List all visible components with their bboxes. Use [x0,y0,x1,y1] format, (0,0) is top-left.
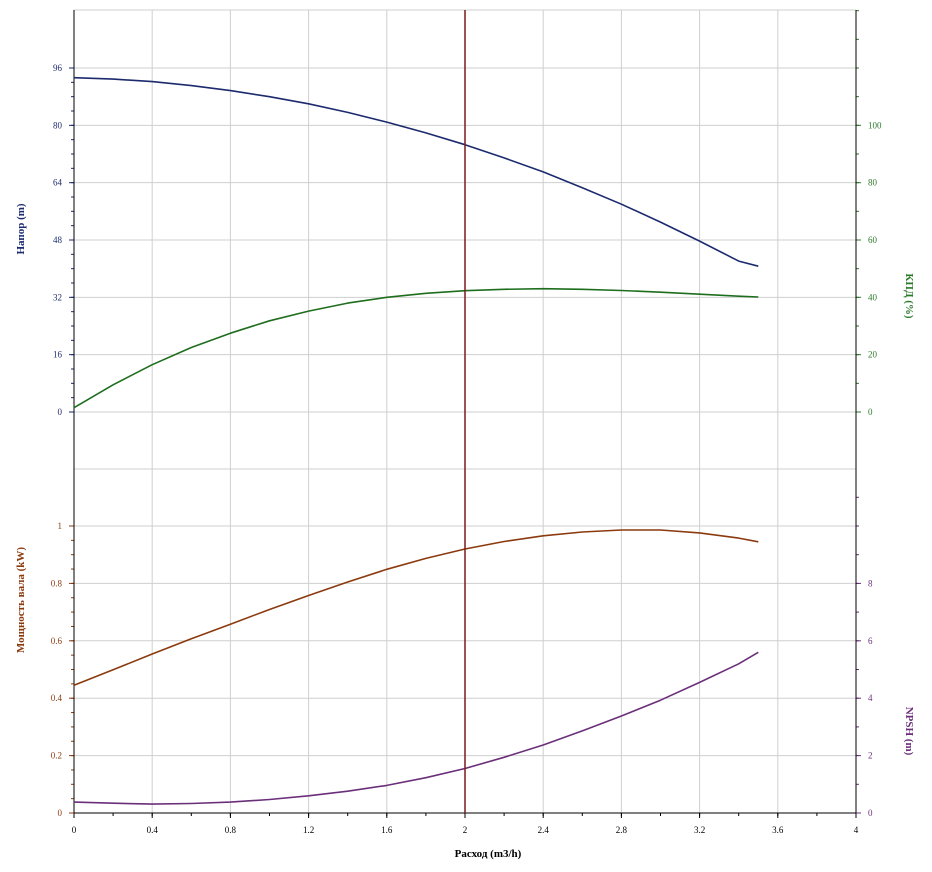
right-tick-label: 40 [868,292,878,302]
series-line-right [73,651,759,805]
labels: 0 0.4 0.8 1.2 1.6 2 2.4 2.8 3.2 3.6 40163248648096… [15,63,915,860]
left-tick-label: 96 [53,63,63,73]
left-axis-title: Мощность вала (kW) [15,547,27,653]
x-tick-label: 2 [463,825,468,835]
left-axis-title: Напор (m) [15,203,27,254]
right-tick-label: 0 [868,808,873,818]
series [73,10,759,813]
x-tick-label: 1.6 [381,825,393,835]
right-tick-label: 0 [868,407,873,417]
x-tick-label: 4 [854,825,859,835]
left-tick-label: 0.8 [51,578,63,588]
x-tick-label: 0.8 [225,825,237,835]
right-tick-label: 80 [868,178,878,188]
left-tick-label: 80 [53,120,63,130]
x-tick-label: 2.4 [538,825,550,835]
series-line-left [73,76,759,267]
left-tick-label: 0.6 [51,636,63,646]
left-tick-label: 32 [53,292,62,302]
right-tick-label: 8 [868,578,873,588]
left-tick-label: 48 [53,235,63,245]
x-axis-title: Расход (m3/h) [455,848,522,860]
right-tick-label: 2 [868,751,873,761]
left-tick-label: 1 [58,521,63,531]
right-tick-label: 60 [868,235,878,245]
x-tick-label: 1.2 [303,825,314,835]
series-line-right [73,287,759,409]
series-line-left [73,529,759,687]
left-tick-label: 0.4 [51,693,63,703]
left-tick-label: 0 [58,808,63,818]
left-tick-label: 16 [53,350,63,360]
right-axis-title: NPSH (m) [903,707,915,756]
x-tick-label: 0 [72,825,77,835]
right-tick-label: 6 [868,636,873,646]
left-tick-label: 0 [58,407,63,417]
x-tick-label: 3.6 [772,825,784,835]
right-tick-label: 20 [868,350,878,360]
left-tick-label: 0.2 [51,751,62,761]
right-tick-label: 100 [868,120,882,130]
left-tick-label: 64 [53,178,63,188]
x-tick-label: 3.2 [694,825,705,835]
right-tick-label: 4 [868,693,873,703]
x-tick-label: 2.8 [616,825,628,835]
right-axis-title: КПД (%) [903,273,915,319]
x-tick-label: 0.4 [147,825,159,835]
